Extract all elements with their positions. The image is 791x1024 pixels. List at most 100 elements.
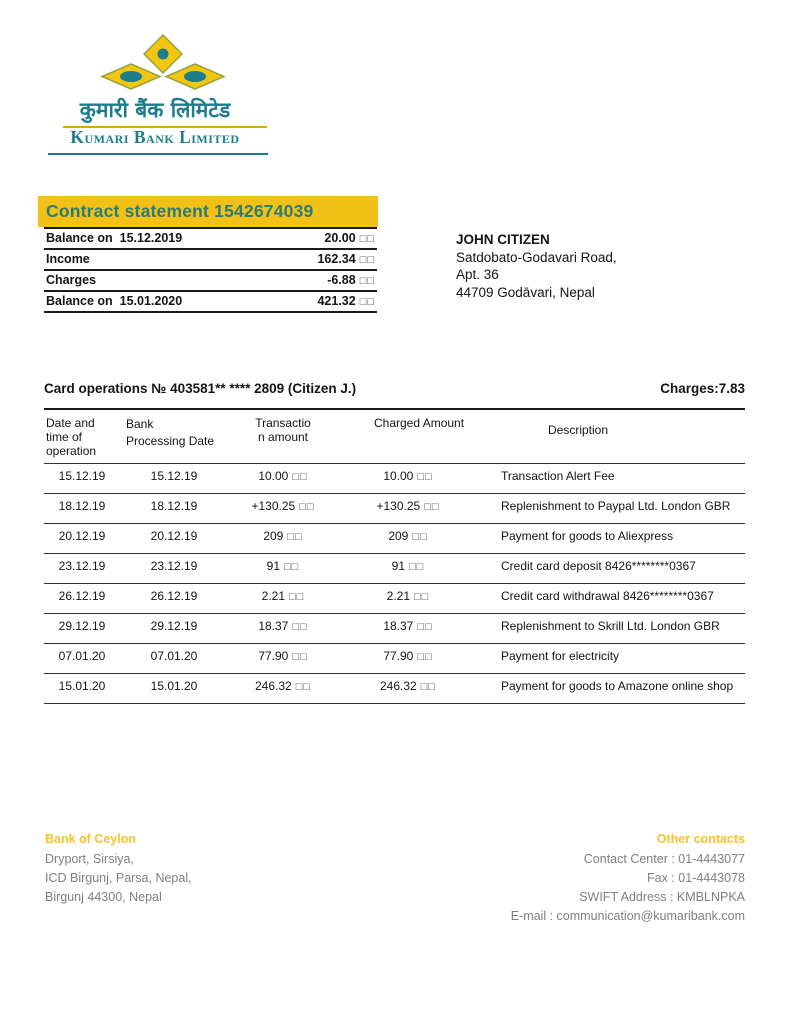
- summary-label: Charges: [46, 273, 97, 287]
- footer-contact-line: Contact Center : 01-4443077: [583, 852, 745, 866]
- transaction-row: 15.12.19 15.12.19 10.00 □□ 10.00 □□ Transactio…: [44, 463, 745, 494]
- tx-date-operation: 15.01.20: [58, 679, 106, 694]
- bank-name-english: Kumari Bank Limited: [70, 127, 240, 147]
- currency-placeholder-boxes: □□: [292, 621, 308, 634]
- tx-bank-processing-date: 23.12.19: [150, 559, 198, 574]
- column-header-charged-amount: Charged Amount: [374, 416, 465, 430]
- currency-placeholder-boxes: □□: [359, 233, 375, 245]
- currency-placeholder-boxes: □□: [359, 254, 375, 266]
- column-header-description: Description: [548, 423, 609, 437]
- column-header-bank-processing-date: Bank Processing Date: [126, 417, 215, 449]
- footer-contacts-title: Other contacts: [656, 832, 745, 846]
- transaction-row: 07.01.20 07.01.20 77.90 □□ 77.90 □□ Payment fo…: [44, 643, 745, 674]
- currency-placeholder-boxes: □□: [414, 591, 430, 604]
- summary-value: 20.00 □□: [324, 231, 375, 245]
- currency-placeholder-boxes: □□: [299, 501, 315, 514]
- tx-bank-processing-date: 18.12.19: [150, 499, 198, 514]
- tx-description: Payment for electricity: [501, 649, 620, 664]
- balance-summary-table: Balance on 15.12.2019 20.00 □□ Income 162.34…: [44, 227, 377, 313]
- tx-description: Transaction Alert Fee: [501, 469, 615, 484]
- tx-transaction-amount: 77.90 □□: [258, 649, 308, 664]
- tx-date-operation: 07.01.20: [58, 649, 106, 664]
- currency-placeholder-boxes: □□: [292, 651, 308, 664]
- tx-transaction-amount: 2.21 □□: [261, 589, 305, 604]
- recipient-address-line: Apt. 36: [456, 267, 499, 282]
- tx-charged-amount: 209 □□: [388, 529, 428, 544]
- tx-date-operation: 26.12.19: [58, 589, 106, 604]
- currency-placeholder-boxes: □□: [284, 561, 300, 574]
- tx-transaction-amount: 246.32 □□: [255, 679, 311, 694]
- transaction-row: 15.01.20 15.01.20 246.32 □□ 246.32 □□ Payment …: [44, 673, 745, 704]
- card-operations-charges: Charges:7.83: [660, 381, 745, 396]
- currency-placeholder-boxes: □□: [409, 561, 425, 574]
- column-header-transaction-amount: Transactio n amount: [255, 416, 311, 445]
- logo-divider-rule: [48, 153, 268, 155]
- tx-charged-amount: +130.25 □□: [376, 499, 440, 514]
- tx-description: Payment for goods to Aliexpress: [501, 529, 674, 544]
- transaction-row: 26.12.19 26.12.19 2.21 □□ 2.21 □□ Credit card …: [44, 583, 745, 614]
- transactions-header-row: Date and time of operation Bank Processi…: [44, 409, 745, 464]
- tx-transaction-amount: 91 □□: [266, 559, 300, 574]
- transaction-row: 20.12.19 20.12.19 209 □□ 209 □□ Payment for go…: [44, 523, 745, 554]
- currency-placeholder-boxes: □□: [287, 531, 303, 544]
- recipient-address-block: JOHN CITIZEN Satdobato-Godavari Road, Apt…: [456, 231, 617, 301]
- currency-placeholder-boxes: □□: [359, 275, 375, 287]
- logo-gold-underline: [63, 126, 267, 128]
- summary-value: 162.34 □□: [317, 252, 375, 266]
- currency-placeholder-boxes: □□: [420, 681, 436, 694]
- tx-bank-processing-date: 15.01.20: [150, 679, 198, 694]
- summary-row: Balance on 15.01.2020 421.32 □□: [44, 291, 377, 312]
- tx-description: Credit card withdrawal 8426********0367: [501, 589, 714, 604]
- tx-transaction-amount: 18.37 □□: [258, 619, 308, 634]
- transaction-row: 23.12.19 23.12.19 91 □□ 91 □□ Credit card depo…: [44, 553, 745, 584]
- footer-address-line: Dryport, Sirsiya,: [45, 852, 134, 866]
- bank-name-devanagari: कुमारी बैंक लिमिटेड: [79, 98, 231, 122]
- tx-charged-amount: 18.37 □□: [383, 619, 433, 634]
- footer-address-line: Birgunj 44300, Nepal: [45, 890, 162, 904]
- tx-bank-processing-date: 15.12.19: [150, 469, 198, 484]
- statement-title: Contract statement 1542674039: [46, 201, 314, 221]
- tx-charged-amount: 77.90 □□: [383, 649, 433, 664]
- card-operations-title: Card operations № 403581** **** 2809 (Ci…: [44, 381, 357, 396]
- recipient-name: JOHN CITIZEN: [456, 232, 550, 247]
- column-header-date-operation: Date and time of operation: [46, 416, 97, 459]
- currency-placeholder-boxes: □□: [289, 591, 305, 604]
- statement-title-band: Contract statement 1542674039: [38, 196, 378, 227]
- tx-transaction-amount: 209 □□: [263, 529, 303, 544]
- bank-logo-diamonds-icon: [100, 33, 226, 90]
- currency-placeholder-boxes: □□: [417, 651, 433, 664]
- tx-bank-processing-date: 20.12.19: [150, 529, 198, 544]
- card-operations-heading: Charges:7.83 Card operations № 403581** …: [44, 381, 745, 396]
- footer-address-line: ICD Birgunj, Parsa, Nepal,: [45, 871, 192, 885]
- summary-value: -6.88 □□: [327, 273, 375, 287]
- summary-row: Balance on 15.12.2019 20.00 □□: [44, 228, 377, 249]
- tx-description: Credit card deposit 8426********0367: [501, 559, 696, 574]
- transactions-table: Date and time of operation Bank Processi…: [44, 408, 745, 705]
- tx-charged-amount: 10.00 □□: [383, 469, 433, 484]
- tx-charged-amount: 246.32 □□: [380, 679, 436, 694]
- footer-contact-line: E-mail : communication@kumaribank.com: [510, 909, 745, 923]
- summary-label: Balance on 15.12.2019: [46, 231, 183, 245]
- tx-description: Replenishment to Paypal Ltd. London GBR: [501, 499, 731, 514]
- currency-placeholder-boxes: □□: [417, 471, 433, 484]
- recipient-address-line: Satdobato-Godavari Road,: [456, 249, 617, 265]
- currency-placeholder-boxes: □□: [359, 296, 375, 308]
- currency-placeholder-boxes: □□: [412, 531, 428, 544]
- footer-contact-line: Fax : 01-4443078: [647, 871, 745, 885]
- currency-placeholder-boxes: □□: [292, 471, 308, 484]
- tx-transaction-amount: +130.25 □□: [251, 499, 315, 514]
- recipient-address-line: 44709 Godāvari, Nepal: [456, 284, 595, 300]
- tx-date-operation: 20.12.19: [58, 529, 106, 544]
- footer-contact-line: SWIFT Address : KMBLNPKA: [579, 890, 745, 904]
- tx-transaction-amount: 10.00 □□: [258, 469, 308, 484]
- summary-label: Balance on 15.01.2020: [46, 294, 183, 308]
- summary-row: Charges -6.88 □□: [44, 270, 377, 291]
- tx-date-operation: 29.12.19: [58, 619, 106, 634]
- tx-date-operation: 23.12.19: [58, 559, 106, 574]
- summary-value: 421.32 □□: [317, 294, 375, 308]
- footer-bank-title: Bank of Ceylon: [45, 832, 136, 846]
- tx-bank-processing-date: 26.12.19: [150, 589, 198, 604]
- summary-row: Income 162.34 □□: [44, 249, 377, 270]
- summary-label: Income: [46, 252, 90, 266]
